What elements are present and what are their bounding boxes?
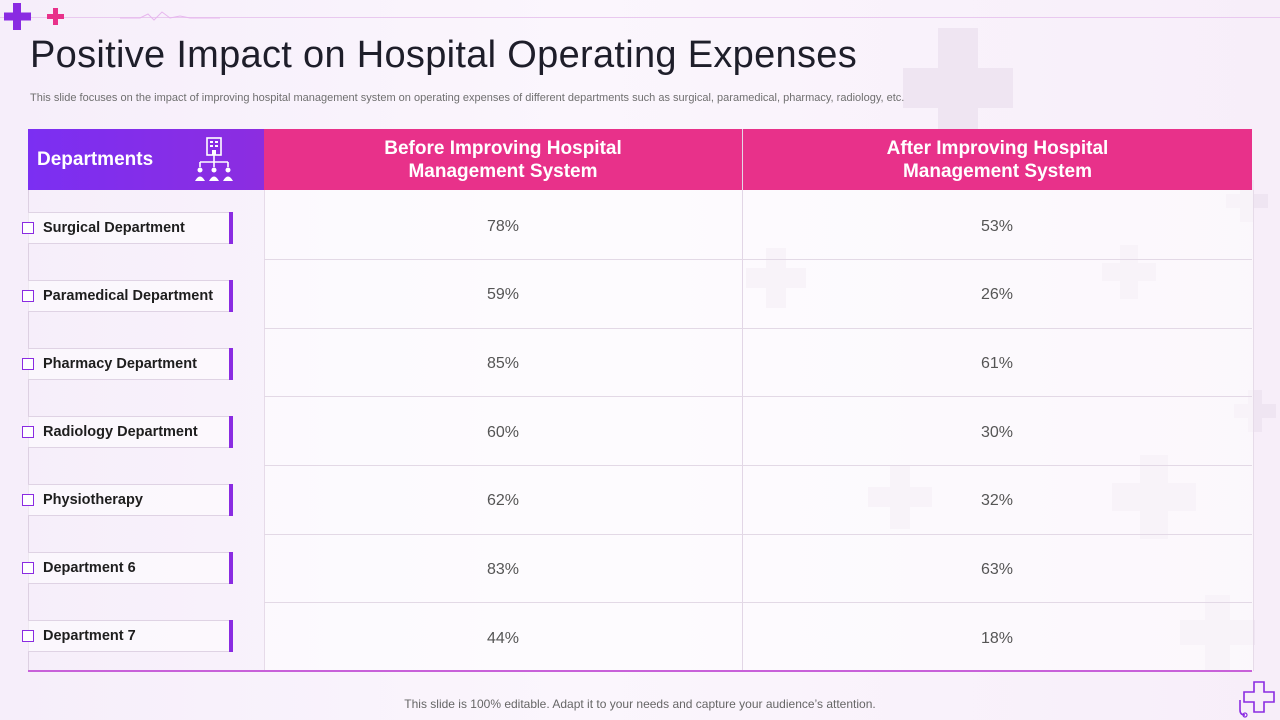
row-divider: [264, 534, 1252, 535]
departments-header-label: Departments: [37, 149, 154, 170]
page-subtitle: This slide focuses on the impact of impr…: [30, 92, 905, 104]
department-name: Pharmacy Department: [43, 356, 197, 372]
table-row-label: Department 6: [22, 552, 233, 584]
table-bottom-line: [28, 670, 1252, 672]
heartbeat-line-icon: [120, 11, 220, 21]
footer-note: This slide is 100% editable. Adapt it to…: [404, 697, 876, 711]
before-value: 59%: [486, 286, 520, 303]
checkbox-marker-icon: [22, 426, 34, 438]
org-chart-icon: [195, 137, 233, 181]
accent-bar: [229, 552, 233, 584]
page-title: Positive Impact on Hospital Operating Ex…: [30, 34, 857, 76]
top-divider-line: [0, 17, 1280, 18]
department-name: Surgical Department: [43, 220, 185, 236]
row-divider: [264, 328, 1252, 329]
before-value: 78%: [486, 218, 520, 235]
after-value: 32%: [980, 492, 1014, 509]
checkbox-marker-icon: [22, 630, 34, 642]
accent-bar: [229, 280, 233, 312]
table-row-label: Pharmacy Department: [22, 348, 233, 380]
after-value: 53%: [980, 218, 1014, 235]
table-row-label: Surgical Department: [22, 212, 233, 244]
checkbox-marker-icon: [22, 562, 34, 574]
before-value: 85%: [486, 355, 520, 372]
table-row-label: Radiology Department: [22, 416, 233, 448]
after-value: 26%: [980, 286, 1014, 303]
table-body: [264, 190, 1254, 671]
row-divider: [264, 602, 1252, 603]
row-divider: [264, 465, 1252, 466]
accent-bar: [229, 416, 233, 448]
accent-bar: [229, 484, 233, 516]
department-name: Paramedical Department: [43, 288, 214, 304]
before-value: 44%: [486, 630, 520, 647]
checkbox-marker-icon: [22, 222, 34, 234]
after-column-header: After Improving Hospital Management Syst…: [743, 129, 1252, 190]
before-value: 60%: [486, 424, 520, 441]
row-divider: [264, 259, 1252, 260]
table-row-label: Paramedical Department: [22, 280, 233, 312]
after-value: 63%: [980, 561, 1014, 578]
departments-header: Departments: [28, 129, 264, 190]
row-divider: [264, 396, 1252, 397]
checkbox-marker-icon: [22, 494, 34, 506]
checkbox-marker-icon: [22, 358, 34, 370]
plus-icon: [4, 3, 31, 30]
department-name: Department 6: [43, 560, 136, 576]
after-value: 18%: [980, 630, 1014, 647]
before-value: 62%: [486, 492, 520, 509]
before-value: 83%: [486, 561, 520, 578]
department-name: Physiotherapy: [43, 492, 143, 508]
before-column-header: Before Improving Hospital Management Sys…: [264, 129, 742, 190]
column-divider: [742, 129, 743, 671]
checkbox-marker-icon: [22, 290, 34, 302]
after-value: 61%: [980, 355, 1014, 372]
accent-bar: [229, 348, 233, 380]
after-value: 30%: [980, 424, 1014, 441]
plus-icon-small: [47, 8, 64, 25]
table-row-label: Department 7: [22, 620, 233, 652]
department-name: Radiology Department: [43, 424, 198, 440]
table-row-label: Physiotherapy: [22, 484, 233, 516]
accent-bar: [229, 620, 233, 652]
accent-bar: [229, 212, 233, 244]
department-name: Department 7: [43, 628, 136, 644]
medical-cross-icon: [1239, 681, 1275, 718]
